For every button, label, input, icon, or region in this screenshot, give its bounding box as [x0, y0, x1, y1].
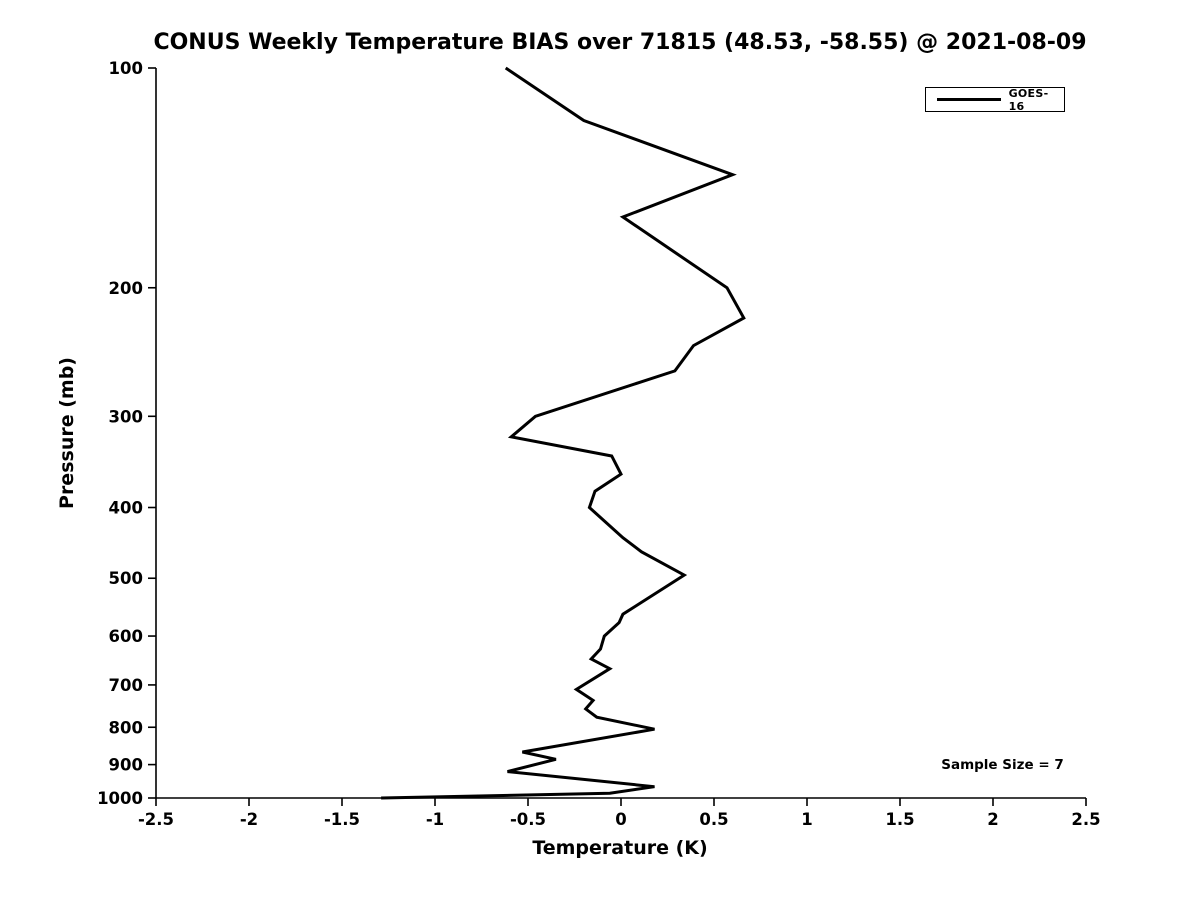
legend-label: GOES-16 — [1008, 86, 1049, 113]
y-tick-label: 800 — [109, 718, 143, 737]
y-tick-label: 600 — [109, 627, 143, 646]
chart-title: CONUS Weekly Temperature BIAS over 71815… — [153, 30, 1087, 55]
x-tick-label: -2.5 — [138, 810, 174, 829]
x-tick-label: 0.5 — [699, 810, 728, 829]
y-tick-label: 100 — [109, 59, 143, 78]
x-tick-label: -1 — [426, 810, 444, 829]
x-tick-label: -0.5 — [510, 810, 546, 829]
x-tick-label: 2 — [987, 810, 998, 829]
x-tick-label: 2.5 — [1071, 810, 1100, 829]
y-tick-label: 900 — [109, 756, 143, 775]
legend-line-swatch — [937, 97, 1001, 102]
legend: GOES-16 — [925, 86, 1065, 113]
y-tick-label: 300 — [109, 407, 143, 426]
y-tick-label: 1000 — [97, 789, 143, 808]
y-tick-label: 400 — [109, 499, 143, 518]
x-tick-label: 0 — [615, 810, 626, 829]
x-axis-label: Temperature (K) — [532, 837, 708, 859]
y-tick-label: 700 — [109, 676, 143, 695]
x-tick-label: 1.5 — [885, 810, 914, 829]
y-tick-label: 200 — [109, 279, 143, 298]
x-tick-label: 1 — [801, 810, 812, 829]
goes16-bias-line — [381, 66, 746, 800]
x-tick-label: -1.5 — [324, 810, 360, 829]
x-tick-label: -2 — [240, 810, 258, 829]
y-tick-label: 500 — [109, 569, 143, 588]
sample-size-annotation: Sample Size = 7 — [941, 757, 1064, 773]
